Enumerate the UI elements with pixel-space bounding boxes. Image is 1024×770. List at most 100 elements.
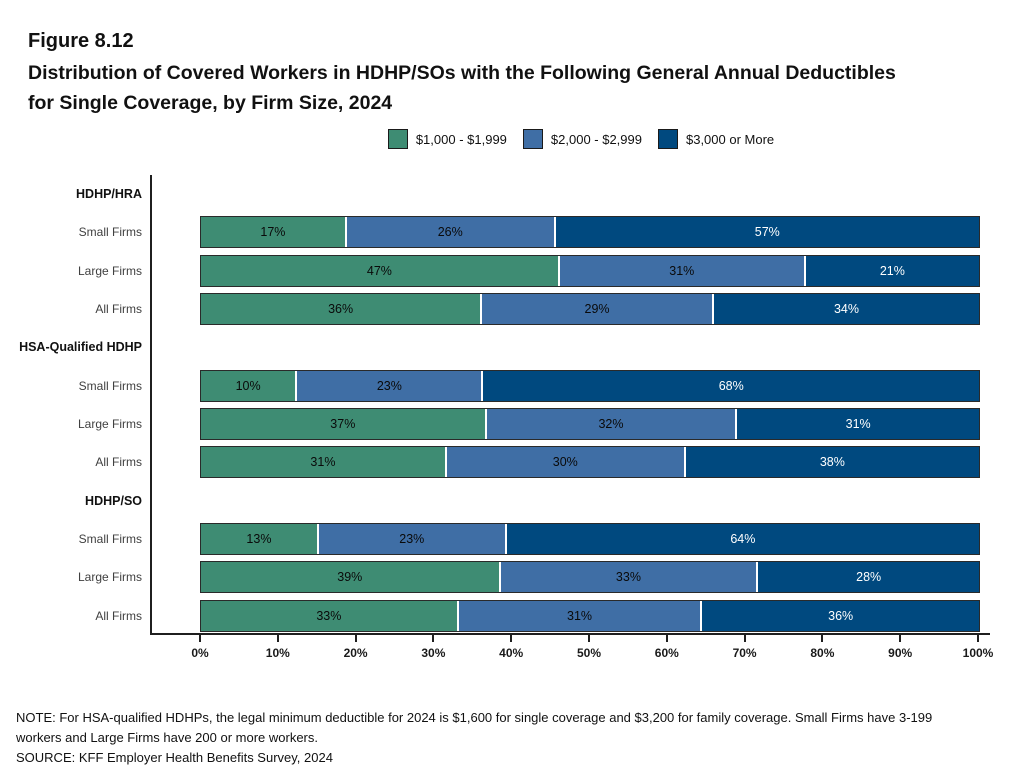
row-label: All Firms [95, 302, 142, 317]
figure-title: Distribution of Covered Workers in HDHP/… [28, 58, 896, 118]
axis-tick-label: 90% [888, 646, 913, 660]
figure-label: Figure 8.12 [28, 30, 134, 52]
bar-row: Large Firms 39% 33% 28% [0, 558, 1024, 596]
bar-segment: 10% [201, 370, 296, 401]
bar-segment: 57% [553, 217, 979, 248]
legend-item: $3,000 or More [657, 129, 775, 149]
bar-value-label: 21% [879, 263, 905, 278]
bar-value-label: 17% [260, 225, 286, 240]
bar-row: All Firms 33% 31% 36% [0, 597, 1024, 635]
axis-tick-label: 40% [499, 646, 524, 660]
bar-value-label: 31% [310, 455, 336, 470]
stacked-bar: 36% 29% 34% [200, 293, 980, 326]
bar-value-label: 33% [615, 570, 641, 585]
legend-label: $3,000 or More [685, 131, 775, 147]
bar-value-label: 39% [337, 570, 363, 585]
stacked-bar: 17% 26% 57% [200, 216, 980, 249]
bar-value-label: 30% [552, 455, 578, 470]
bar-value-label: 10% [235, 378, 261, 393]
axis-tick [588, 635, 590, 642]
legend-swatch [522, 129, 543, 149]
bar-segment: 31% [557, 255, 804, 286]
bar-segment: 23% [295, 370, 482, 401]
bar-value-label: 23% [376, 378, 402, 393]
bar-segment: 68% [481, 370, 979, 401]
bar-segment: 38% [683, 447, 979, 478]
figure-title-line2: for Single Coverage, by Firm Size, 2024 [28, 92, 393, 114]
axis-tick-label: 80% [810, 646, 835, 660]
legend-swatch [387, 129, 408, 149]
row-label: All Firms [95, 608, 142, 623]
bar-segment: 33% [201, 600, 457, 631]
rows: HDHP/HRA Small Firms 17% 26% 57% Large Firms 4… [0, 175, 1024, 635]
bar-value-label: 31% [845, 417, 871, 432]
bar-segment: 32% [484, 409, 736, 440]
stacked-bar: 31% 30% 38% [200, 446, 980, 479]
group-header-row: HSA-Qualified HDHP [0, 328, 1024, 366]
legend-item: $2,000 - $2,999 [522, 129, 642, 149]
bar-segment: 31% [735, 409, 979, 440]
bar-row: Large Firms 37% 32% 31% [0, 405, 1024, 443]
bar-value-label: 29% [584, 302, 610, 317]
group-header-row: HDHP/SO [0, 482, 1024, 520]
legend-item: $1,000 - $1,999 [387, 129, 507, 149]
axis-tick-label: 60% [654, 646, 679, 660]
bar-segment: 39% [201, 562, 499, 593]
axis-tick-label: 20% [343, 646, 368, 660]
bar-value-label: 31% [567, 608, 593, 623]
bar-value-label: 36% [328, 302, 354, 317]
bar-segment: 26% [344, 217, 554, 248]
bar-value-label: 13% [246, 532, 272, 547]
bar-segment: 21% [803, 255, 979, 286]
bar-value-label: 31% [669, 263, 695, 278]
chart: HDHP/HRA Small Firms 17% 26% 57% Large Firms 4… [0, 172, 1024, 692]
axis-tick-label: 0% [191, 646, 209, 660]
axis-tick-label: 70% [732, 646, 757, 660]
figure-title-line1: Distribution of Covered Workers in HDHP/… [28, 62, 896, 84]
bar-value-label: 37% [330, 417, 356, 432]
bar-row: Small Firms 10% 23% 68% [0, 367, 1024, 405]
row-label: Small Firms [78, 378, 142, 393]
axis-tick [510, 635, 513, 642]
bar-value-label: 23% [399, 532, 425, 547]
bar-segment: 28% [756, 562, 979, 593]
bar-value-label: 38% [819, 455, 845, 470]
bar-segment: 34% [711, 294, 979, 325]
bar-segment: 31% [456, 600, 701, 631]
bar-value-label: 34% [833, 302, 859, 317]
bar-value-label: 36% [828, 608, 854, 623]
axis-tick-label: 50% [576, 646, 602, 660]
axis-tick [743, 635, 746, 642]
bar-row: Small Firms 13% 23% 64% [0, 520, 1024, 558]
notes: NOTE: For HSA-qualified HDHPs, the legal… [16, 708, 981, 768]
bar-value-label: 47% [366, 263, 392, 278]
legend-swatch [657, 129, 678, 149]
bar-segment: 30% [444, 447, 684, 478]
stacked-bar: 37% 32% 31% [200, 408, 980, 441]
row-label: Large Firms [77, 263, 142, 278]
axis-lines [150, 175, 990, 635]
row-label: Small Firms [78, 225, 142, 240]
bar-segment: 23% [316, 524, 505, 555]
bar-segment: 31% [201, 447, 445, 478]
axis-tick [821, 635, 824, 642]
bar-row: Small Firms 17% 26% 57% [0, 213, 1024, 251]
bar-segment: 36% [201, 294, 481, 325]
group-label: HDHP/SO [85, 493, 142, 508]
bar-row: All Firms 36% 29% 34% [0, 290, 1024, 328]
axis-tick [276, 635, 279, 642]
axis-tick [354, 635, 357, 642]
row-label: Large Firms [77, 417, 142, 432]
axis-tick [665, 635, 668, 642]
bar-segment: 64% [504, 524, 979, 555]
note-text: NOTE: For HSA-qualified HDHPs, the legal… [16, 710, 933, 745]
row-label: Small Firms [78, 532, 142, 547]
source-text: SOURCE: KFF Employer Health Benefits Sur… [16, 750, 333, 765]
bar-segment: 29% [480, 294, 712, 325]
group-header-row: HDHP/HRA [0, 175, 1024, 213]
legend: $1,000 - $1,999 $2,000 - $2,999 $3,000 or … [0, 129, 1024, 149]
bar-segment: 47% [201, 255, 558, 286]
bar-value-label: 57% [754, 225, 780, 240]
stacked-bar: 33% 31% 36% [200, 599, 980, 632]
